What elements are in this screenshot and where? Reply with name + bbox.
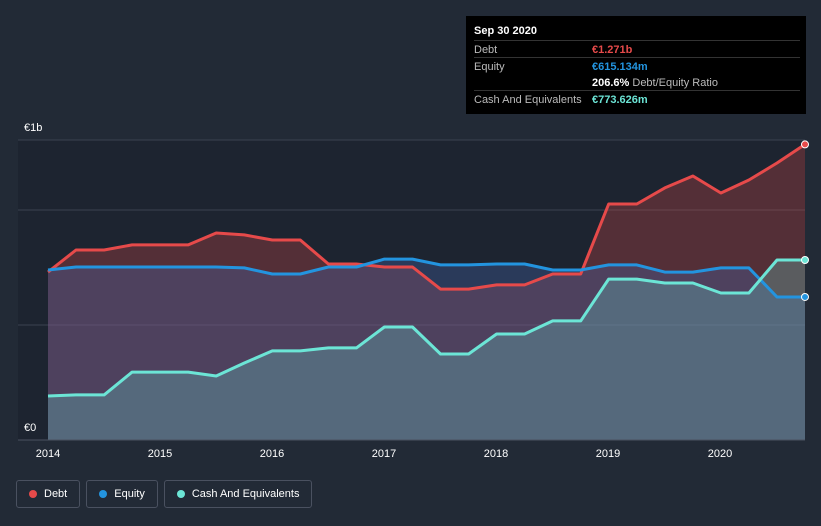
- legend-equity-label: Equity: [114, 488, 145, 500]
- tooltip-ratio-row: 206.6% Debt/Equity Ratio: [474, 74, 800, 91]
- legend-cash[interactable]: Cash And Equivalents: [163, 480, 313, 508]
- equity-endpoint: [801, 292, 809, 301]
- ratio-value: 206.6% Debt/Equity Ratio: [592, 77, 718, 89]
- debt-value: €1.271b: [592, 44, 633, 56]
- x-tick-label: 2015: [147, 448, 173, 460]
- tooltip-debt-row: Debt €1.271b: [474, 40, 800, 58]
- equity-line: [47, 257, 805, 299]
- legend-debt-label: Debt: [44, 488, 68, 500]
- equity-dot-icon: [99, 490, 108, 498]
- equity-area: [48, 259, 805, 440]
- cash-area: [48, 260, 805, 440]
- ratio-label: Debt/Equity Ratio: [632, 77, 718, 89]
- cash-label: Cash And Equivalents: [474, 94, 582, 106]
- legend-cash-label: Cash And Equivalents: [191, 488, 300, 500]
- tooltip-date: Sep 30 2020: [474, 25, 537, 37]
- x-tick-label: 2020: [707, 448, 733, 460]
- tooltip: Sep 30 2020 Debt €1.271b Equity €615.134…: [466, 16, 806, 114]
- equity-label: Equity: [474, 61, 505, 73]
- debt-endpoint: [801, 140, 809, 149]
- x-tick-label: 2017: [371, 448, 397, 460]
- x-tick-label: 2019: [595, 448, 621, 460]
- x-tick-label: 2018: [483, 448, 509, 460]
- y-tick-label: €0: [24, 422, 37, 434]
- legend: Debt Equity Cash And Equivalents: [16, 480, 313, 508]
- cash-line: [47, 258, 805, 398]
- plot-background: [18, 140, 805, 440]
- legend-debt[interactable]: Debt: [16, 480, 81, 508]
- cash-dot-icon: [176, 490, 185, 498]
- tooltip-cash-row: Cash And Equivalents €773.626m: [474, 90, 800, 108]
- x-tick-label: 2014: [35, 448, 61, 460]
- x-tick-label: 2016: [259, 448, 285, 460]
- equity-value: €615.134m: [592, 61, 648, 73]
- debt-dot-icon: [29, 490, 37, 498]
- y-tick-label: €1b: [24, 122, 43, 134]
- debt-label: Debt: [474, 44, 498, 56]
- tooltip-equity-row: Equity €615.134m: [474, 57, 800, 75]
- legend-equity[interactable]: Equity: [86, 480, 158, 508]
- ratio-number: 206.6%: [592, 77, 630, 89]
- debt-line: [47, 143, 806, 291]
- cash-value: €773.626m: [592, 94, 648, 106]
- cash-endpoint: [801, 256, 809, 264]
